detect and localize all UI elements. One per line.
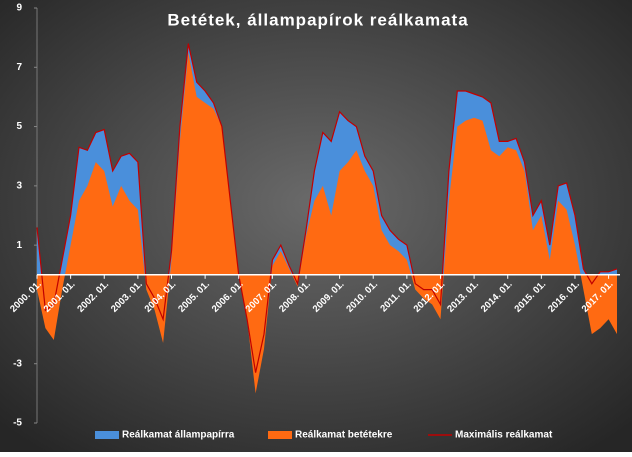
y-tick-label: -5: [13, 418, 22, 429]
legend-label: Reálkamat állampapírra: [122, 430, 235, 441]
legend-swatch: [95, 431, 119, 439]
legend-label: Maximális reálkamat: [455, 430, 553, 441]
line: [36, 43, 618, 373]
plot-area: [34, 7, 620, 424]
y-tick-label: 9: [16, 3, 22, 14]
y-tick-label: -3: [13, 358, 22, 369]
y-tick-label: 7: [16, 62, 22, 73]
chart-title: Betétek, állampapírok reálkamata: [167, 10, 468, 29]
legend-label: Reálkamat betétekre: [295, 430, 393, 441]
y-tick-label: 5: [16, 121, 22, 132]
y-tick-label: 3: [16, 180, 22, 191]
y-tick-label: 1: [16, 240, 22, 251]
area: [37, 52, 617, 394]
legend-swatch: [268, 431, 292, 439]
